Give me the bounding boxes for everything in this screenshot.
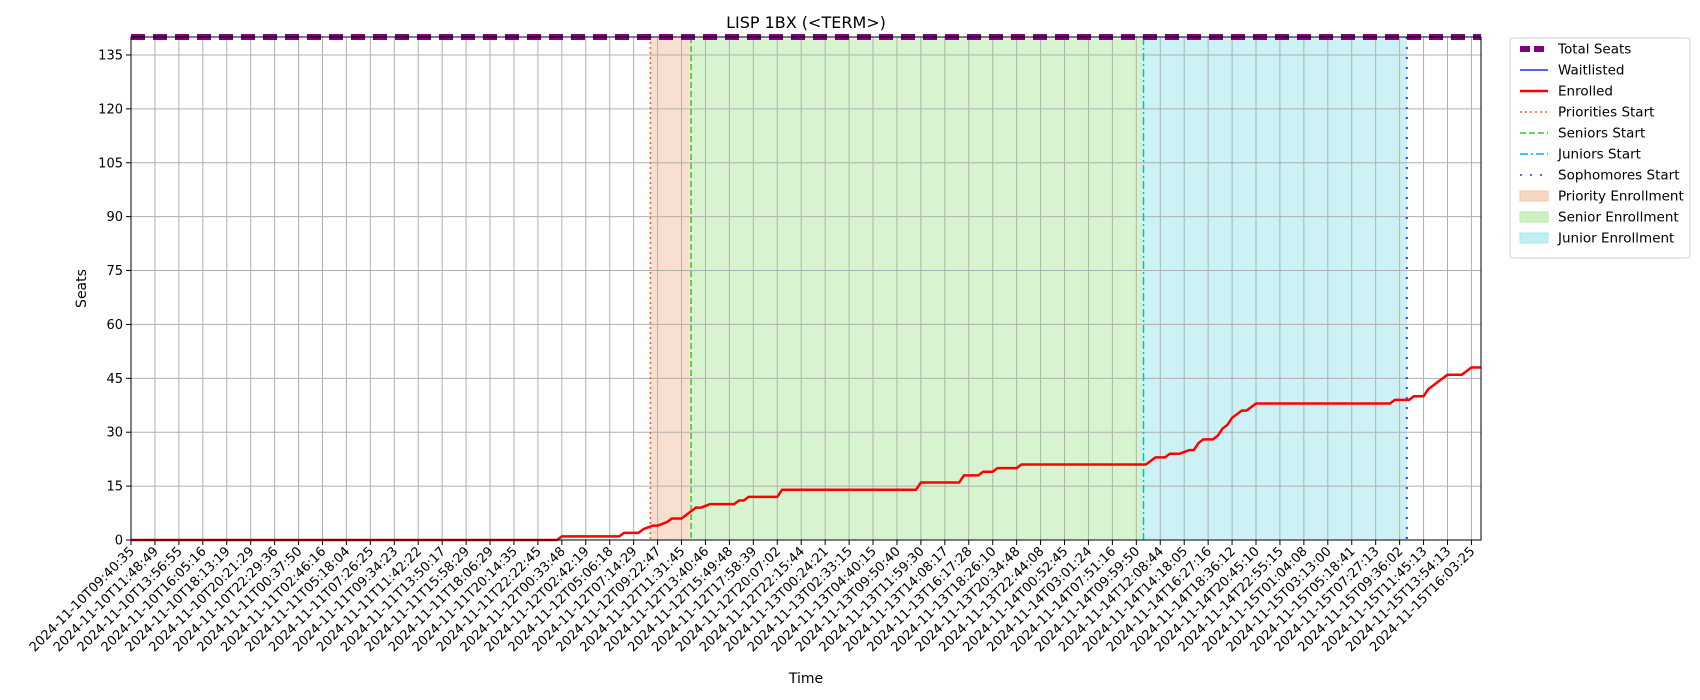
legend-entry-sophomores-start: Sophomores Start bbox=[1520, 168, 1680, 184]
legend-label: Priority Enrollment bbox=[1558, 189, 1684, 205]
y-axis-label: Seats bbox=[74, 269, 90, 308]
y-tick-label: 60 bbox=[106, 318, 123, 333]
legend-entry-juniors-start: Juniors Start bbox=[1520, 147, 1641, 163]
legend-label: Juniors Start bbox=[1557, 147, 1641, 163]
legend-label: Senior Enrollment bbox=[1558, 210, 1679, 226]
y-tick-label: 75 bbox=[106, 264, 123, 279]
y-tick-label: 135 bbox=[98, 48, 123, 63]
legend-entry-enrolled: Enrolled bbox=[1520, 84, 1613, 100]
legend-entry-priority-enrollment: Priority Enrollment bbox=[1519, 189, 1684, 205]
legend-entry-priorities-start: Priorities Start bbox=[1520, 105, 1654, 121]
legend-label: Seniors Start bbox=[1558, 126, 1645, 142]
legend-label: Sophomores Start bbox=[1558, 168, 1680, 184]
legend-label: Junior Enrollment bbox=[1557, 231, 1674, 247]
y-tick-label: 90 bbox=[106, 210, 123, 225]
legend-box bbox=[1509, 37, 1691, 259]
legend-label: Enrolled bbox=[1558, 84, 1613, 100]
legend-swatch bbox=[1519, 211, 1549, 223]
legend-swatch bbox=[1519, 190, 1549, 202]
legend-swatch bbox=[1519, 232, 1549, 244]
region-junior-enrollment bbox=[1143, 37, 1407, 540]
shaded-regions bbox=[650, 37, 1407, 540]
legend: Total Seats Waitlisted Enrolled Priorities … bbox=[1509, 37, 1691, 259]
phase-start-lines bbox=[649, 37, 1408, 540]
y-tick-label: 120 bbox=[98, 102, 123, 117]
series-enrolled bbox=[131, 366, 1481, 542]
y-tick-label: 105 bbox=[98, 156, 123, 171]
plot-frame bbox=[130, 36, 1482, 541]
legend-label: Priorities Start bbox=[1558, 105, 1654, 121]
y-tick-label: 45 bbox=[106, 372, 123, 387]
grid-lines bbox=[130, 37, 1481, 541]
legend-label: Total Seats bbox=[1557, 42, 1631, 58]
legend-entry-junior-enrollment: Junior Enrollment bbox=[1519, 231, 1674, 247]
x-axis-label: Time bbox=[788, 671, 823, 687]
x-axis-ticks: 2024-11-10T09:40:352024-11-10T11:48:4920… bbox=[27, 540, 1478, 655]
legend-entry-waitlisted: Waitlisted bbox=[1520, 63, 1625, 79]
legend-entry-seniors-start: Seniors Start bbox=[1520, 126, 1645, 142]
legend-entry-senior-enrollment: Senior Enrollment bbox=[1519, 210, 1679, 226]
y-axis-ticks: 0 15 30 45 60 75 90 105 120 135 bbox=[98, 48, 131, 549]
y-tick-label: 30 bbox=[106, 426, 123, 441]
chart-title: LISP 1BX (<TERM>) bbox=[726, 13, 886, 32]
region-priority-enrollment bbox=[650, 37, 692, 540]
legend-entry-total-seats: Total Seats bbox=[1520, 42, 1631, 58]
legend-label: Waitlisted bbox=[1558, 63, 1625, 79]
y-tick-label: 15 bbox=[106, 480, 123, 495]
y-tick-label: 0 bbox=[115, 534, 123, 549]
region-senior-enrollment bbox=[691, 37, 1144, 540]
